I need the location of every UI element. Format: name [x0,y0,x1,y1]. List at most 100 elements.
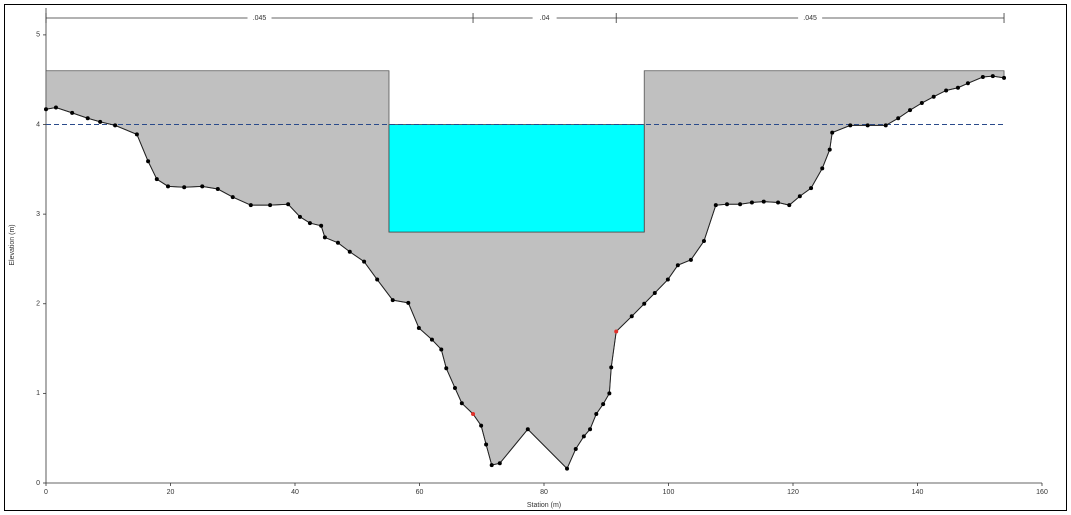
ground-point [1002,75,1007,80]
y-tick-label: 1 [36,390,40,397]
ground-line [45,75,1005,470]
ground-point [965,81,970,86]
x-tick-label: 20 [167,489,175,496]
ground-point [607,391,612,396]
ground-point [609,365,614,370]
y-tick-label: 2 [36,301,40,308]
ground-point [489,463,494,468]
ground-point [827,147,832,152]
ground-point [581,434,586,439]
ground-point [830,130,835,135]
dimension-label: .045 [803,15,817,22]
ground-point [459,401,464,406]
ground-point [565,466,570,471]
ground-point [362,259,367,264]
y-tick-label: 0 [36,480,40,487]
ground-point [471,411,476,416]
ground-point [429,337,434,342]
ground-point [713,203,718,208]
dimension-label-bg [247,13,272,23]
ground-point [322,235,327,240]
ground-point [776,200,781,205]
x-tick-label: 160 [1036,489,1048,496]
x-tick-label: 120 [787,489,799,496]
ground-point [525,427,530,432]
ground-point [688,257,693,262]
ground-point [248,203,253,208]
ground-point [53,105,58,110]
ground-point [594,411,599,416]
ground-point [642,301,647,306]
frame [4,4,1067,511]
water-area [388,124,645,233]
ground-point [675,263,680,268]
ground-point [908,108,913,113]
dimension-label: .04 [540,15,550,22]
ground-point [134,132,139,137]
ground-point [787,203,792,208]
ground-point [865,123,870,128]
ground-point [931,94,936,99]
ground-point [944,88,949,93]
ground-point [896,116,901,121]
ground-point [990,74,995,79]
ground-point [154,177,159,182]
ground-point [113,123,118,128]
ground-point [652,291,657,295]
ground-point [820,166,825,171]
ground-point [738,202,743,207]
y-tick-label: 5 [36,32,40,39]
ground-point [215,187,220,192]
x-tick-label: 100 [663,489,675,496]
ground-point [444,366,449,371]
ground-point [883,123,888,128]
ground-point [749,200,754,205]
ground-point [725,202,730,207]
ground-point [665,277,670,282]
ground-point [601,402,606,407]
ground-point [629,314,634,319]
x-tick-label: 0 [44,489,48,496]
ground-point [286,202,291,207]
dimension-label-bg [798,13,823,23]
ground-point [573,446,578,451]
ground-point [347,249,352,254]
ground-point [297,214,302,219]
ground-point [980,75,985,80]
x-tick-label: 40 [291,489,299,496]
ground-point [848,123,853,128]
y-tick-label: 3 [36,211,40,218]
ground-point [416,325,421,330]
x-tick-label: 140 [912,489,924,496]
dimension-label: .045 [253,15,267,22]
dimension-label-bg [532,13,557,23]
ground-point [44,107,48,112]
ground-point [439,347,444,352]
ground-point [230,195,235,200]
ground-point [98,119,103,124]
y-axis-title: Elevation (m) [9,224,16,265]
ground-point [85,116,90,121]
ground-point [497,461,502,466]
y-tick-label: 4 [36,121,40,128]
ground-point [614,329,619,334]
ground-point [588,427,593,432]
ground-point [166,184,171,189]
ground-point [70,110,75,115]
ground-point [479,423,484,428]
ground-point [319,223,324,228]
x-tick-label: 80 [540,489,548,496]
ground-point [390,298,395,303]
ground-point [307,221,312,226]
ground-point [146,159,151,164]
ground-point [797,194,802,199]
ground-point [375,277,380,282]
ground-point [268,203,273,208]
ground-point [701,239,706,244]
ground-point [335,240,340,245]
x-axis-title: Station (m) [527,502,561,509]
ground-point [452,386,457,390]
ground-point [200,184,205,189]
ground-point [809,186,814,191]
